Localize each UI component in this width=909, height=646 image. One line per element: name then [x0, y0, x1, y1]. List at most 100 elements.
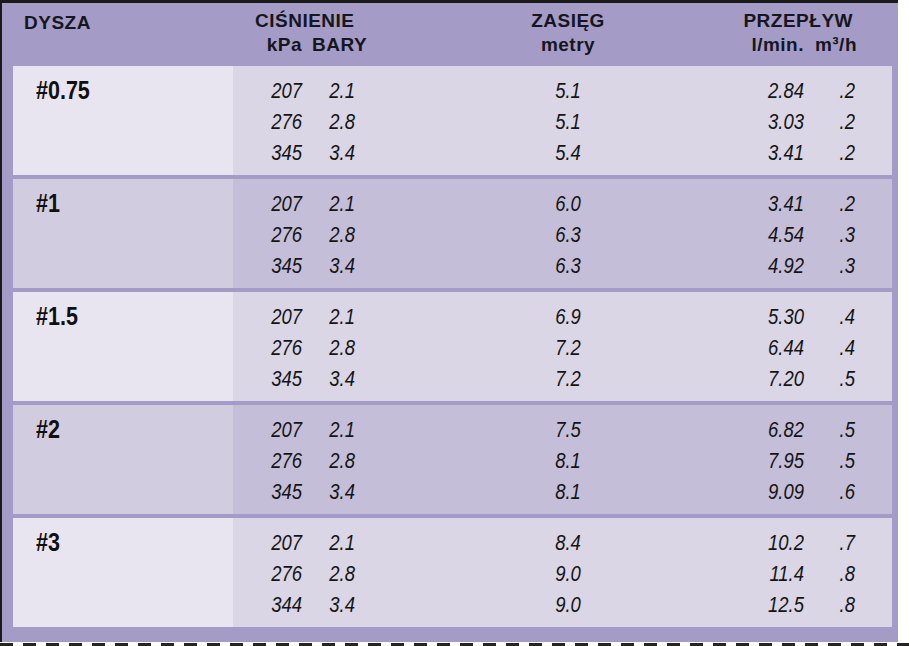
bary-cell: 3.4 [321, 140, 355, 166]
nozzle-spec-table-page: DYSZA CIŚNIENIE kPa BARY ZASIĘG metry PR… [0, 0, 909, 646]
kpa-cell: 345 [244, 479, 302, 505]
table-row: 2072.18.410.2.7 [233, 530, 892, 561]
nozzle-band-rows: 2072.18.410.2.72762.89.011.4.83443.49.01… [233, 518, 892, 627]
table-row: 3453.47.27.20.5 [233, 366, 892, 397]
nozzle-label: #3 [36, 528, 60, 557]
metry-cell: 6.9 [484, 304, 652, 330]
header-pressure: CIŚNIENIE [255, 10, 355, 32]
nozzle-label: #1.5 [36, 302, 78, 331]
metry-cell: 9.0 [484, 592, 652, 618]
bary-cell: 2.1 [321, 304, 355, 330]
m3h-cell: .3 [777, 222, 855, 248]
bary-cell: 2.8 [321, 222, 355, 248]
bary-cell: 3.4 [321, 479, 355, 505]
m3h-cell: .5 [777, 417, 855, 443]
nozzle-band-rows: 2072.16.95.30.42762.87.26.44.43453.47.27… [233, 292, 892, 401]
m3h-cell: .4 [777, 304, 855, 330]
kpa-cell: 345 [244, 140, 302, 166]
metry-cell: 5.4 [484, 140, 652, 166]
header-data-area: CIŚNIENIE kPa BARY ZASIĘG metry PRZEPŁYW… [233, 3, 892, 62]
bary-cell: 2.1 [321, 191, 355, 217]
kpa-cell: 344 [244, 592, 302, 618]
bary-cell: 3.4 [321, 253, 355, 279]
nozzle-label: #1 [36, 189, 60, 218]
bary-cell: 2.1 [321, 530, 355, 556]
nozzle-label-cell: #3 [13, 518, 233, 627]
metry-cell: 8.1 [484, 448, 652, 474]
metry-cell: 7.2 [484, 366, 652, 392]
table-row: 2762.88.17.95.5 [233, 448, 892, 479]
metry-cell: 6.3 [484, 253, 652, 279]
table-row: 2762.86.34.54.3 [233, 222, 892, 253]
nozzle-label-cell: #1.5 [13, 292, 233, 401]
metry-cell: 5.1 [484, 109, 652, 135]
metry-cell: 7.2 [484, 335, 652, 361]
kpa-cell: 345 [244, 366, 302, 392]
metry-cell: 8.1 [484, 479, 652, 505]
kpa-cell: 276 [244, 561, 302, 587]
nozzle-label-cell: #0.75 [13, 66, 233, 175]
m3h-cell: .7 [777, 530, 855, 556]
bary-cell: 2.1 [321, 78, 355, 104]
m3h-cell: .2 [777, 140, 855, 166]
bary-cell: 3.4 [321, 366, 355, 392]
m3h-cell: .8 [777, 592, 855, 618]
table-frame: DYSZA CIŚNIENIE kPa BARY ZASIĘG metry PR… [0, 0, 898, 642]
bary-cell: 2.8 [321, 561, 355, 587]
nozzle-band-rows: 2072.15.12.84.22762.85.13.03.23453.45.43… [233, 66, 892, 175]
bary-cell: 2.1 [321, 417, 355, 443]
m3h-cell: .5 [777, 448, 855, 474]
nozzle-label-cell: #1 [13, 179, 233, 288]
table-row: 2072.16.03.41.2 [233, 191, 892, 222]
kpa-cell: 207 [244, 304, 302, 330]
nozzle-label: #0.75 [36, 76, 90, 105]
metry-cell: 9.0 [484, 561, 652, 587]
metry-cell: 8.4 [484, 530, 652, 556]
table-row: 3453.48.19.09.6 [233, 479, 892, 510]
header-range: ZASIĘG [468, 10, 668, 32]
table-row: 3453.45.43.41.2 [233, 140, 892, 171]
m3h-cell: .5 [777, 366, 855, 392]
table-header: DYSZA CIŚNIENIE kPa BARY ZASIĘG metry PR… [2, 3, 898, 62]
table-row: 2762.87.26.44.4 [233, 335, 892, 366]
nozzle-label: #2 [36, 415, 60, 444]
table-row: 3443.49.012.5.8 [233, 592, 892, 623]
nozzle-band: #1 2072.16.03.41.22762.86.34.54.33453.46… [13, 179, 892, 288]
table-row: 2762.85.13.03.2 [233, 109, 892, 140]
nozzle-band-rows: 2072.17.56.82.52762.88.17.95.53453.48.19… [233, 405, 892, 514]
table-row: 2762.89.011.4.8 [233, 561, 892, 592]
metry-cell: 6.3 [484, 222, 652, 248]
header-flow: PRZEPŁYW [653, 10, 853, 32]
bary-cell: 2.8 [321, 448, 355, 474]
metry-cell: 5.1 [484, 78, 652, 104]
header-pressure-bar: BARY [312, 34, 367, 56]
table-body: #0.75 2072.15.12.84.22762.85.13.03.23453… [13, 66, 892, 627]
kpa-cell: 207 [244, 417, 302, 443]
metry-cell: 7.5 [484, 417, 652, 443]
kpa-cell: 345 [244, 253, 302, 279]
m3h-cell: .2 [777, 78, 855, 104]
kpa-cell: 276 [244, 222, 302, 248]
kpa-cell: 276 [244, 109, 302, 135]
nozzle-label-cell: #2 [13, 405, 233, 514]
header-nozzle: DYSZA [24, 12, 91, 34]
nozzle-band: #3 2072.18.410.2.72762.89.011.4.83443.49… [13, 518, 892, 627]
nozzle-band: #1.5 2072.16.95.30.42762.87.26.44.43453.… [13, 292, 892, 401]
kpa-cell: 207 [244, 78, 302, 104]
m3h-cell: .8 [777, 561, 855, 587]
header-flow-m3h: m³/h [762, 34, 857, 56]
m3h-cell: .4 [777, 335, 855, 361]
kpa-cell: 276 [244, 335, 302, 361]
table-row: 2072.16.95.30.4 [233, 304, 892, 335]
kpa-cell: 207 [244, 191, 302, 217]
m3h-cell: .6 [777, 479, 855, 505]
nozzle-band: #0.75 2072.15.12.84.22762.85.13.03.23453… [13, 66, 892, 175]
kpa-cell: 276 [244, 448, 302, 474]
bary-cell: 2.8 [321, 335, 355, 361]
m3h-cell: .3 [777, 253, 855, 279]
table-row: 2072.17.56.82.5 [233, 417, 892, 448]
m3h-cell: .2 [777, 191, 855, 217]
header-pressure-kpa: kPa [233, 34, 302, 56]
nozzle-band: #2 2072.17.56.82.52762.88.17.95.53453.48… [13, 405, 892, 514]
table-row: 2072.15.12.84.2 [233, 78, 892, 109]
